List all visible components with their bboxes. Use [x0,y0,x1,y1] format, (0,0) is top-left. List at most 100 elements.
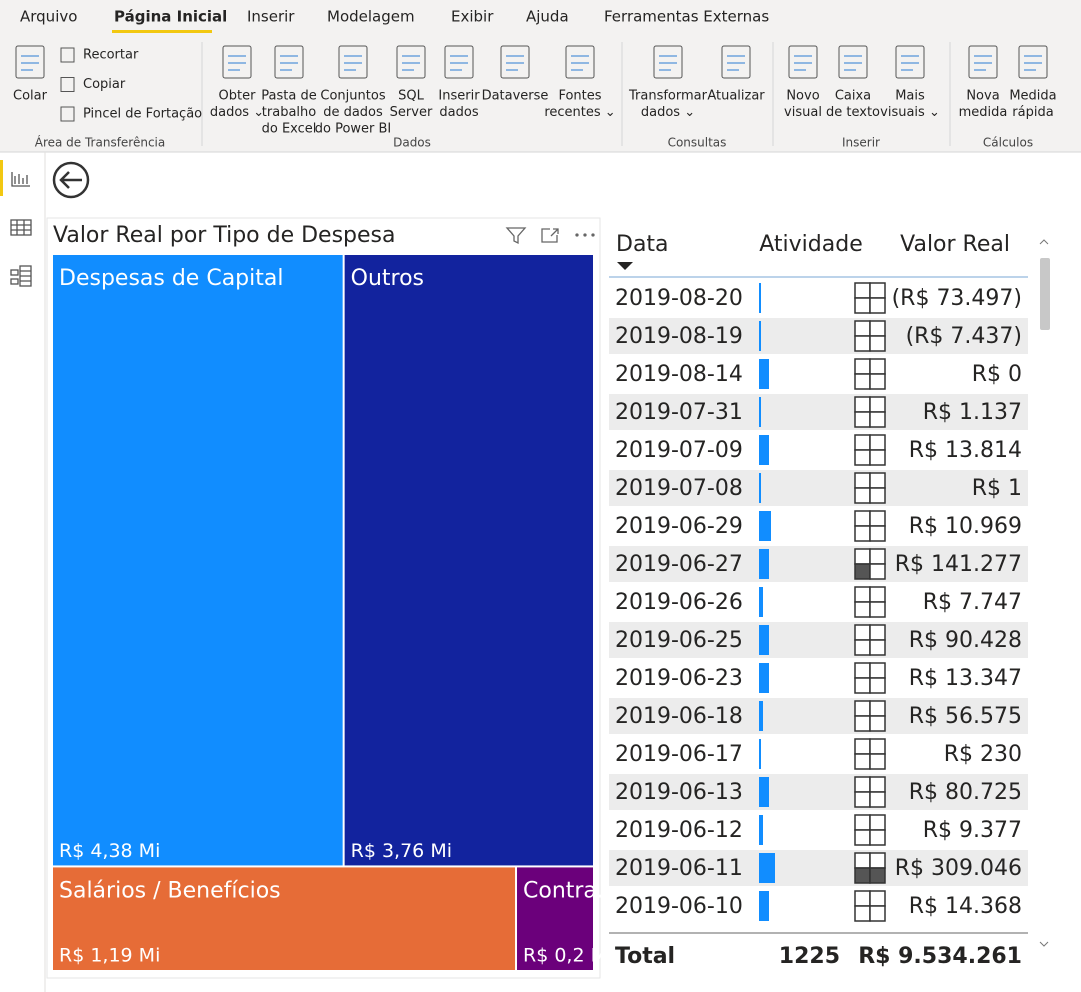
kpi-icon-cell [869,624,886,641]
kpi-icon-cell [869,472,886,489]
cell-value: (R$ 7.437) [906,324,1022,349]
table-view-icon[interactable] [10,219,32,236]
activity-bar [759,321,761,351]
kpi-icon-cell [854,525,871,542]
ribbon-button[interactable]: Dataverse [482,45,549,104]
cell-value: R$ 90.428 [909,628,1022,653]
tile-name: Contra... [523,878,618,903]
button-icon-detail [344,55,362,71]
ribbon-tab[interactable]: Exibir [451,8,494,26]
kpi-icon-cell [869,791,886,808]
row-stripe [609,318,1028,354]
report-view-icon[interactable] [11,172,30,187]
row-stripe [609,850,1028,886]
tile-name: Despesas de Capital [59,266,283,291]
row-stripe [609,622,1028,658]
kpi-icon-cell [869,776,886,793]
cell-date: 2019-07-08 [615,476,743,501]
button-icon [274,45,304,79]
cell-date: 2019-06-12 [615,818,743,843]
group-label: Consultas [668,136,727,150]
scrollbar-thumb[interactable] [1040,258,1050,330]
button-icon-detail [450,55,468,71]
button-icon-detail [901,55,919,71]
kpi-icon-cell [869,434,886,451]
kpi-icon-cell [854,282,871,299]
kpi-icon-cell [869,905,886,922]
button-icon [721,45,751,79]
cell-date: 2019-06-17 [615,742,743,767]
ribbon-button[interactable]: Atualizar [707,45,765,104]
cell-date: 2019-06-26 [615,590,743,615]
activity-bar [759,777,769,807]
kpi-icon-cell [854,814,871,831]
kpi-icon-cell [854,852,871,869]
ribbon-tab[interactable]: Ferramentas Externas [604,8,769,26]
kpi-icon-cell [869,814,886,831]
scrollbar-arrows[interactable] [1039,239,1049,947]
activity-bar [759,473,761,503]
row-stripe [609,774,1028,810]
button-icon [15,45,45,79]
column-header[interactable]: Data [616,232,669,257]
kpi-icon-cell [869,297,886,314]
button-label: do Power BI [315,122,392,137]
kpi-icon-cell [869,373,886,390]
visual-header-icons[interactable] [505,227,595,245]
small-icon [60,47,75,63]
column-header[interactable]: Atividade [759,232,862,257]
activity-bar [759,283,761,313]
button-label: Novo [786,89,819,104]
button-label: Caixa [835,89,871,104]
kpi-icon-cell [854,472,871,489]
treemap-tile[interactable] [53,255,343,866]
cell-value: (R$ 73.497) [892,286,1022,311]
tile-value: R$ 4,38 Mi [59,840,160,862]
kpi-icon-cell [854,639,871,656]
model-view-icon[interactable] [10,265,32,287]
kpi-icon-cell [869,738,886,755]
button-label: Server [390,105,433,120]
cell-value: R$ 14.368 [909,894,1022,919]
kpi-icon-cell [869,563,886,580]
treemap-tile[interactable] [517,867,593,970]
kpi-icon-cell [854,548,871,565]
treemap-tile[interactable] [344,255,593,866]
button-icon [396,45,426,79]
ribbon-tab[interactable]: Inserir [247,8,295,26]
button-label: recentes ⌄ [544,105,615,120]
cell-date: 2019-06-23 [615,666,743,691]
ribbon-tab[interactable]: Modelagem [327,8,415,26]
back-button[interactable] [52,161,90,199]
kpi-icon-cell [854,396,871,413]
ribbon-tab[interactable]: Ajuda [526,8,569,26]
kpi-icon-cell [854,586,871,603]
kpi-icon-cell [869,829,886,846]
tile-value: R$ 3,76 Mi [351,840,452,862]
ribbon-button[interactable]: Colar [13,45,48,104]
ribbon-small-button[interactable]: Recortar [60,47,139,63]
column-header[interactable]: Valor Real [900,232,1010,257]
kpi-icon-cell [869,890,886,907]
treemap-tile[interactable] [53,867,516,970]
kpi-icon-cell [854,776,871,793]
button-label: SQL [398,89,424,104]
ribbon-small-button[interactable]: Copiar [60,77,126,92]
ribbon-tab[interactable]: Página Inicial [114,8,227,26]
kpi-icon-cell [854,434,871,451]
ribbon-tab[interactable]: Arquivo [20,8,77,26]
ribbon-small-button[interactable]: Pincel de Fortação [60,106,202,122]
button-label: de texto [826,105,880,120]
